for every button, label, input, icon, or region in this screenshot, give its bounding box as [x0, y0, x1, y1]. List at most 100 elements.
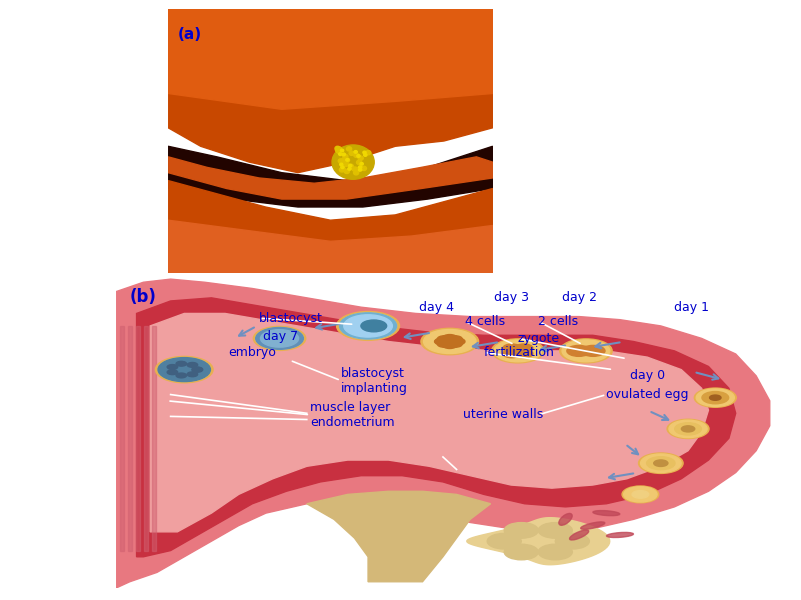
Text: muscle layer
endometrium: muscle layer endometrium	[310, 401, 395, 429]
Circle shape	[562, 340, 610, 362]
Circle shape	[435, 338, 449, 345]
Circle shape	[332, 145, 374, 179]
Ellipse shape	[593, 511, 620, 515]
Bar	[136, 326, 140, 551]
Text: day 7: day 7	[263, 331, 298, 343]
Polygon shape	[307, 491, 490, 582]
Circle shape	[622, 486, 658, 503]
Circle shape	[638, 453, 683, 473]
Circle shape	[346, 158, 349, 161]
Polygon shape	[116, 279, 770, 588]
Circle shape	[654, 460, 668, 466]
Circle shape	[340, 163, 343, 166]
Circle shape	[340, 168, 344, 172]
Text: 2 cells: 2 cells	[538, 315, 578, 328]
Circle shape	[357, 155, 360, 157]
Circle shape	[505, 544, 538, 560]
Circle shape	[632, 491, 649, 498]
Circle shape	[448, 336, 462, 343]
Circle shape	[624, 487, 657, 502]
Circle shape	[710, 395, 721, 400]
Circle shape	[344, 158, 349, 162]
Polygon shape	[168, 9, 493, 109]
Text: day 3: day 3	[494, 292, 529, 304]
Circle shape	[437, 336, 452, 343]
Circle shape	[702, 392, 729, 404]
Circle shape	[437, 341, 452, 347]
Circle shape	[256, 328, 304, 349]
Text: (b): (b)	[130, 289, 157, 307]
Circle shape	[646, 457, 675, 470]
Text: day 0: day 0	[630, 370, 666, 382]
Circle shape	[682, 426, 694, 432]
Circle shape	[176, 361, 187, 366]
Circle shape	[158, 358, 211, 382]
Text: day 4: day 4	[419, 301, 454, 314]
Circle shape	[360, 163, 364, 165]
Circle shape	[667, 419, 709, 439]
Circle shape	[515, 349, 533, 358]
Circle shape	[192, 367, 203, 372]
Circle shape	[344, 315, 392, 337]
Circle shape	[694, 388, 736, 407]
Circle shape	[336, 147, 341, 151]
Polygon shape	[168, 146, 493, 207]
Circle shape	[503, 344, 521, 352]
Circle shape	[260, 329, 299, 347]
Ellipse shape	[559, 514, 572, 525]
Circle shape	[187, 362, 198, 367]
Circle shape	[555, 533, 590, 549]
Circle shape	[359, 169, 362, 171]
Circle shape	[342, 153, 345, 156]
Circle shape	[192, 367, 203, 372]
Circle shape	[348, 164, 352, 167]
Circle shape	[503, 349, 521, 358]
Circle shape	[538, 544, 573, 560]
Circle shape	[344, 158, 349, 163]
Circle shape	[450, 338, 465, 345]
Text: fertilization: fertilization	[484, 346, 554, 359]
Circle shape	[674, 423, 702, 435]
Circle shape	[335, 146, 340, 151]
Circle shape	[560, 339, 612, 363]
Text: uterine walls: uterine walls	[463, 409, 544, 421]
Circle shape	[363, 151, 366, 154]
Circle shape	[421, 328, 478, 355]
Text: day 2: day 2	[562, 292, 597, 304]
Circle shape	[582, 346, 605, 356]
Circle shape	[353, 170, 359, 175]
Circle shape	[442, 338, 457, 345]
Circle shape	[340, 313, 396, 339]
Circle shape	[187, 372, 198, 377]
Polygon shape	[168, 157, 493, 199]
Circle shape	[424, 329, 476, 353]
Circle shape	[358, 156, 363, 160]
Polygon shape	[168, 220, 493, 273]
Circle shape	[336, 149, 341, 153]
Ellipse shape	[570, 530, 589, 540]
Circle shape	[340, 313, 396, 339]
Text: 4 cells: 4 cells	[465, 315, 505, 328]
Circle shape	[356, 160, 362, 164]
Text: zygote: zygote	[517, 332, 560, 345]
Text: (a): (a)	[178, 28, 202, 43]
Polygon shape	[467, 518, 610, 565]
Text: blastocyst
implanting: blastocyst implanting	[341, 367, 408, 395]
Circle shape	[336, 148, 340, 152]
Circle shape	[256, 328, 304, 349]
Circle shape	[340, 149, 344, 152]
Circle shape	[567, 346, 590, 356]
Circle shape	[349, 151, 354, 155]
Circle shape	[176, 373, 187, 378]
Circle shape	[641, 454, 681, 472]
Text: blastocyst: blastocyst	[259, 311, 323, 325]
Circle shape	[515, 344, 533, 352]
Circle shape	[167, 365, 178, 370]
Circle shape	[338, 159, 344, 163]
Circle shape	[354, 151, 357, 153]
Polygon shape	[168, 9, 493, 173]
Circle shape	[352, 167, 357, 171]
Circle shape	[354, 153, 359, 157]
Circle shape	[253, 326, 306, 350]
Circle shape	[344, 169, 349, 173]
